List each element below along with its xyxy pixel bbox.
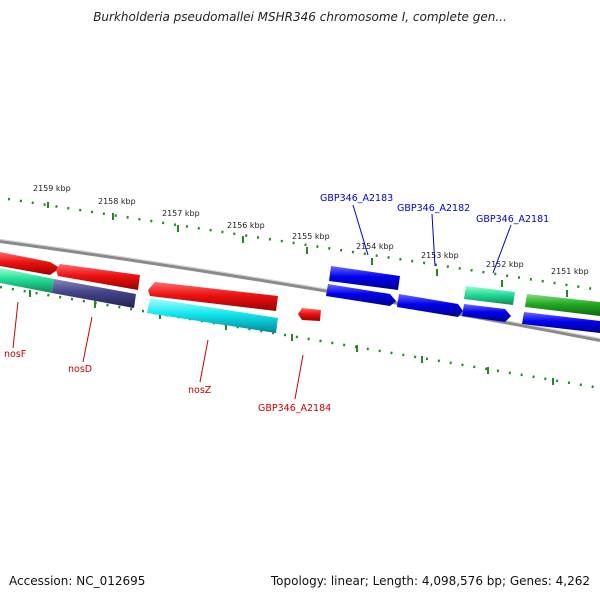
ruler-label: 2159 kbp <box>33 184 71 193</box>
gene-label-GBP346_A2181[interactable]: GBP346_A2181 <box>476 214 549 225</box>
callout-line-nosF <box>12 301 19 349</box>
callout-line-GBP346_A2183 <box>352 204 369 256</box>
callout-line-GBP346_A2184 <box>294 354 304 400</box>
ruler-label: 2156 kbp <box>227 221 265 230</box>
accession-text: Accession: NC_012695 <box>9 574 146 588</box>
gene-arrow-GBP346_A2183-top[interactable] <box>329 266 400 290</box>
gene-label-nosZ[interactable]: nosZ <box>188 385 212 396</box>
gene-arrow-blue-right[interactable] <box>522 312 600 333</box>
ruler-label: 2155 kbp <box>292 232 330 241</box>
gene-label-nosD[interactable]: nosD <box>68 364 92 375</box>
gene-arrow-nosZ-red[interactable] <box>148 282 278 311</box>
gene-arrow-teal[interactable] <box>464 286 515 305</box>
chromosome-backbone <box>0 239 600 342</box>
gene-block-teal-left[interactable] <box>0 268 54 293</box>
gene-label-GBP346_A2182[interactable]: GBP346_A2182 <box>397 203 470 214</box>
gene-arrow-green[interactable] <box>525 294 600 316</box>
gene-label-GBP346_A2183[interactable]: GBP346_A2183 <box>320 193 393 204</box>
callout-line-GBP346_A2182 <box>431 213 436 267</box>
gene-arrow-GBP346_A2184-red[interactable] <box>298 308 321 321</box>
gene-arrow-nosF-red[interactable] <box>0 252 60 275</box>
map-title: Burkholderia pseudomallei MSHR346 chromo… <box>93 10 507 24</box>
gene-block-cyan[interactable] <box>147 298 278 333</box>
ruler-label: 2157 kbp <box>162 209 200 218</box>
callout-line-GBP346_A2181 <box>492 224 512 274</box>
ruler-label: 2151 kbp <box>551 267 589 276</box>
gene-label-GBP346_A2184[interactable]: GBP346_A2184 <box>258 403 331 414</box>
gene-label-nosF[interactable]: nosF <box>4 349 26 360</box>
callout-line-nosD <box>82 316 93 363</box>
ruler-top-major-ticks <box>47 202 568 297</box>
gene-arrow-GBP346_A2182[interactable] <box>397 294 463 317</box>
topology-summary: Topology: linear; Length: 4,098,576 bp; … <box>270 574 590 588</box>
ruler-label: 2154 kbp <box>356 242 394 251</box>
ruler-label: 2158 kbp <box>98 197 136 206</box>
gene-block-navy[interactable] <box>52 279 136 308</box>
ruler-label: 2152 kbp <box>486 260 524 269</box>
gene-arrow-GBP346_A2183[interactable] <box>326 284 396 306</box>
gene-arrow-nosD-red[interactable] <box>56 264 140 290</box>
ruler-label: 2153 kbp <box>421 251 459 260</box>
callout-line-nosZ <box>199 339 209 383</box>
gene-arrow-GBP346_A2181[interactable] <box>462 304 511 322</box>
